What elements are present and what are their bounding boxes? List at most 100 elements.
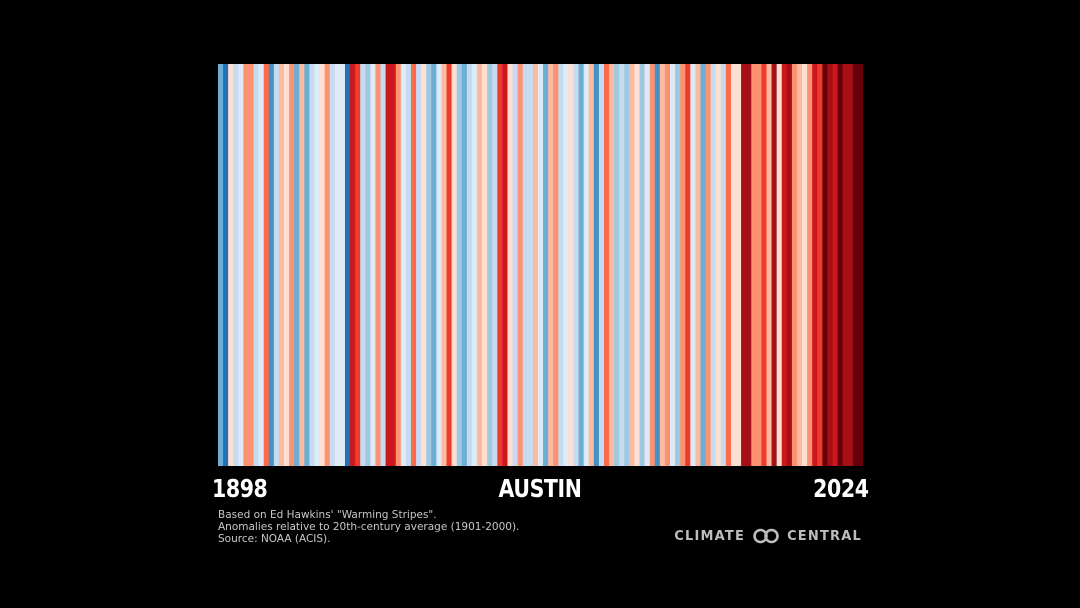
stripe-1914 [299, 64, 305, 466]
stripe-1969 [578, 64, 585, 466]
stripe-1958 [522, 64, 529, 466]
stripe-1978 [624, 64, 630, 466]
stripe-2021 [842, 64, 849, 466]
stripe-1997 [720, 64, 727, 466]
stripe-1927 [365, 64, 371, 466]
stripe-1954 [502, 64, 508, 466]
credit-line-anomalies: Anomalies relative to 20th-century avera… [218, 521, 520, 533]
stripe-1994 [705, 64, 712, 466]
stripe-1956 [512, 64, 519, 466]
stripe-1943 [446, 64, 453, 466]
stripe-1923 [344, 64, 351, 466]
stripe-1999 [730, 64, 737, 466]
stripe-2011 [791, 64, 798, 466]
stripe-1968 [573, 64, 579, 466]
stripe-1959 [527, 64, 534, 466]
stripe-1900 [228, 64, 234, 466]
stripe-1898 [218, 64, 224, 466]
stripe-1976 [614, 64, 620, 466]
stripe-1910 [278, 64, 285, 466]
stripe-2023 [852, 64, 859, 466]
stripe-1996 [715, 64, 722, 466]
stripe-1950 [482, 64, 488, 466]
stripe-1998 [725, 64, 732, 466]
stripe-2018 [827, 64, 833, 466]
stripe-2005 [761, 64, 767, 466]
stripe-1946 [461, 64, 468, 466]
stripe-1979 [629, 64, 635, 466]
stripe-1903 [243, 64, 249, 466]
stripe-1930 [380, 64, 386, 466]
stripe-1947 [466, 64, 473, 466]
stripe-1915 [304, 64, 310, 466]
stripe-1929 [375, 64, 381, 466]
stripe-2001 [741, 64, 747, 466]
stripe-2022 [847, 64, 854, 466]
stripe-1987 [670, 64, 676, 466]
stripe-2007 [771, 64, 778, 466]
stripe-1970 [583, 64, 590, 466]
stripe-1945 [456, 64, 463, 466]
stripe-1995 [710, 64, 717, 466]
stripe-1918 [319, 64, 326, 466]
stripe-1960 [532, 64, 539, 466]
stripe-2015 [812, 64, 818, 466]
stripe-1920 [329, 64, 336, 466]
stripe-1988 [675, 64, 681, 466]
stripe-2000 [736, 64, 742, 466]
stripe-2006 [766, 64, 772, 466]
stripe-1967 [568, 64, 574, 466]
stripe-1981 [639, 64, 646, 466]
infinity-rings-icon [753, 528, 779, 544]
stripe-2024 [857, 64, 863, 466]
stripe-1991 [690, 64, 696, 466]
stripe-2014 [807, 64, 813, 466]
logo-text-central: CENTRAL [787, 528, 862, 544]
stripe-1936 [410, 64, 417, 466]
end-year-label: 2024 [813, 474, 870, 503]
stripe-1908 [268, 64, 275, 466]
city-title: AUSTIN [498, 474, 582, 503]
stripe-2003 [751, 64, 757, 466]
stripe-1909 [273, 64, 280, 466]
stripe-1939 [426, 64, 432, 466]
stripe-2010 [786, 64, 793, 466]
stripe-1944 [451, 64, 458, 466]
stripe-1916 [309, 64, 315, 466]
stripe-1924 [350, 64, 356, 466]
stripe-1965 [558, 64, 564, 466]
stripe-1938 [421, 64, 427, 466]
stripe-1964 [553, 64, 559, 466]
stripe-1913 [294, 64, 300, 466]
stripe-1953 [497, 64, 503, 466]
stripe-1921 [334, 64, 341, 466]
stripe-1911 [284, 64, 290, 466]
warming-stripes-chart [218, 64, 863, 466]
stripe-1917 [314, 64, 320, 466]
stripe-1932 [390, 64, 397, 466]
stripe-1985 [659, 64, 666, 466]
stripe-2008 [776, 64, 783, 466]
stripe-1951 [487, 64, 493, 466]
stripe-1922 [339, 64, 346, 466]
stripe-1986 [664, 64, 671, 466]
stripe-1902 [238, 64, 244, 466]
credit-line-source: Source: NOAA (ACIS). [218, 533, 331, 545]
stripe-1971 [588, 64, 595, 466]
stripe-1940 [431, 64, 437, 466]
stripe-1925 [355, 64, 361, 466]
stripe-1962 [543, 64, 549, 466]
start-year-label: 1898 [212, 474, 268, 503]
stripe-1904 [248, 64, 254, 466]
stripe-1955 [507, 64, 513, 466]
stripe-1975 [609, 64, 615, 466]
stripe-1934 [400, 64, 407, 466]
stripe-1966 [563, 64, 569, 466]
stripe-1926 [360, 64, 366, 466]
stripe-1949 [477, 64, 483, 466]
stripe-1984 [654, 64, 661, 466]
stripe-1963 [548, 64, 554, 466]
stripe-1905 [253, 64, 260, 466]
stripe-1989 [680, 64, 686, 466]
stripe-1935 [405, 64, 412, 466]
